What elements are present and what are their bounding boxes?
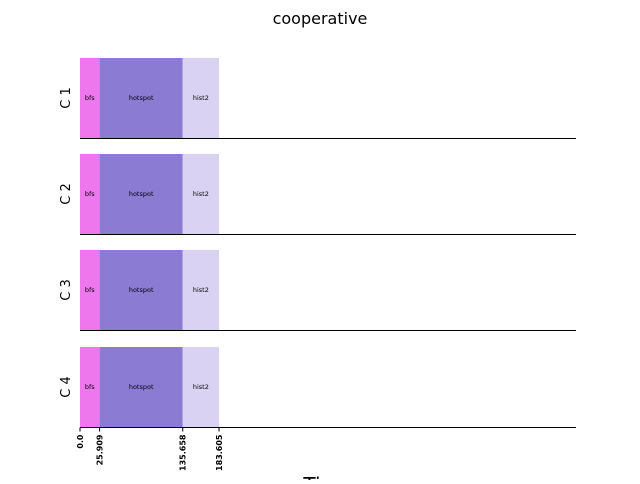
x-tick-label: 183.605	[215, 434, 224, 471]
row-3: bfs hotspot hist2 C 3	[59, 250, 576, 331]
segment-label: hist2	[193, 286, 209, 294]
segment-bfs	[80, 58, 100, 138]
segment-bfs	[80, 250, 100, 330]
chart-title: cooperative	[273, 9, 368, 28]
segment-label: hist2	[193, 190, 209, 198]
segment-hotspot	[99, 250, 183, 330]
row-2: bfs hotspot hist2 C 2	[59, 154, 576, 235]
x-tick-label: 0.0	[76, 434, 85, 449]
segment-label: hotspot	[129, 94, 154, 102]
row-4: bfs hotspot hist2 C 4	[59, 347, 576, 428]
row-label: C 2	[59, 183, 74, 204]
segment-label: bfs	[85, 94, 95, 102]
row-label: C 4	[59, 376, 74, 397]
x-tick-label: 135.658	[179, 434, 188, 471]
rows-group: bfs hotspot hist2 C 1 bfs hotspot hist2 C 2 bfs h…	[59, 58, 576, 428]
segment-bfs	[80, 154, 100, 234]
segment-label: bfs	[85, 383, 95, 391]
segment-hotspot	[99, 58, 183, 138]
segment-label: hist2	[193, 94, 209, 102]
x-tick-label: 25.909	[96, 434, 105, 465]
segment-hotspot	[99, 347, 183, 427]
segment-label: bfs	[85, 286, 95, 294]
segment-label: hist2	[193, 383, 209, 391]
row-label: C 1	[59, 87, 74, 108]
row-label: C 3	[59, 279, 74, 300]
segment-bfs	[80, 347, 100, 427]
segment-hist2	[182, 154, 220, 234]
segment-hist2	[182, 250, 220, 330]
segment-hotspot	[99, 154, 183, 234]
segment-label: hotspot	[129, 286, 154, 294]
segment-label: hotspot	[129, 190, 154, 198]
segment-label: bfs	[85, 190, 95, 198]
x-axis-label: Ti	[302, 473, 320, 480]
row-1: bfs hotspot hist2 C 1	[59, 58, 576, 139]
x-ticks-group: 0.0 25.909 135.658 183.605	[76, 427, 224, 471]
segment-hist2	[182, 58, 220, 138]
segment-label: hotspot	[129, 383, 154, 391]
segment-hist2	[182, 347, 220, 427]
